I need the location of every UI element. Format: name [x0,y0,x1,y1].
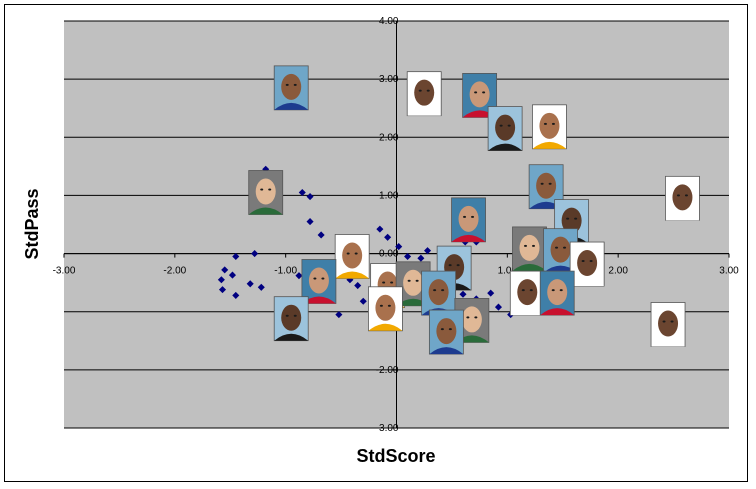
x-tick-label-5: 2.00 [608,266,628,277]
y-tick-label-3: 0.00 [379,249,399,260]
y-tick-label-0: -3.00 [376,423,399,434]
scatter-point-3 [218,286,227,294]
scatter-point-24 [404,252,412,261]
player-photo-17 [395,261,431,307]
x-tick-label-6: 3.00 [719,266,739,277]
y-tick-label-5: 2.00 [379,132,399,143]
x-tick-label-2: -1.00 [274,266,297,277]
scatter-point-6 [246,280,254,288]
scatter-point-11 [306,193,314,201]
player-photo-14 [301,259,337,304]
player-photo-18 [421,270,457,316]
scatter-point-0 [232,252,240,261]
x-tick-label-4: 1.00 [498,266,518,277]
player-photo-7 [665,175,700,221]
player-photo-11 [512,226,547,272]
scatter-point-20 [376,225,384,233]
y-tick-label-4: 1.00 [379,190,399,201]
player-photo-24 [428,309,464,355]
axes [63,20,730,429]
scatter-point-8 [251,250,259,258]
player-photo-21 [273,296,309,342]
player-photo-2 [462,73,498,118]
data-points [217,65,700,355]
scatter-point-2 [217,276,225,284]
player-photo-0 [273,65,309,111]
player-photo-4 [532,104,567,150]
player-photo-25 [650,302,686,347]
scatter-point-10 [298,188,306,197]
player-photo-12 [543,228,578,274]
player-photo-1 [406,71,442,117]
y-tick-label-6: 3.00 [379,74,399,85]
x-tick-label-0: -3.00 [53,266,76,277]
x-axis-title: StdScore [356,446,435,466]
player-photo-10 [334,234,370,279]
scatter-point-32 [494,303,503,311]
y-tick-label-1: -2.00 [376,365,399,376]
player-photo-19 [509,270,545,316]
scatter-point-17 [354,282,362,290]
scatter-point-21 [384,233,392,241]
scatter-point-14 [295,272,303,280]
player-photo-20 [539,270,575,316]
scatter-point-12 [306,218,314,226]
scatter-point-22 [395,243,403,251]
player-photo-13 [569,241,605,287]
player-photo-3 [487,106,523,151]
y-tick-label-7: 4.00 [379,16,399,27]
scatter-point-27 [423,247,432,255]
scatter-point-19 [359,297,367,305]
scatter-point-15 [335,311,343,319]
scatter-point-31 [487,289,495,297]
scatter-point-7 [257,283,265,291]
scatter-point-4 [228,271,237,279]
scatter-point-29 [459,290,467,298]
player-photo-5 [248,170,284,215]
player-photo-8 [451,197,486,243]
x-tick-label-1: -2.00 [163,266,186,277]
scatter-point-1 [221,266,229,274]
scatter-point-13 [317,231,325,239]
scatter-point-5 [232,291,240,299]
y-axis-title: StdPass [22,188,42,259]
player-photo-22 [368,286,403,332]
